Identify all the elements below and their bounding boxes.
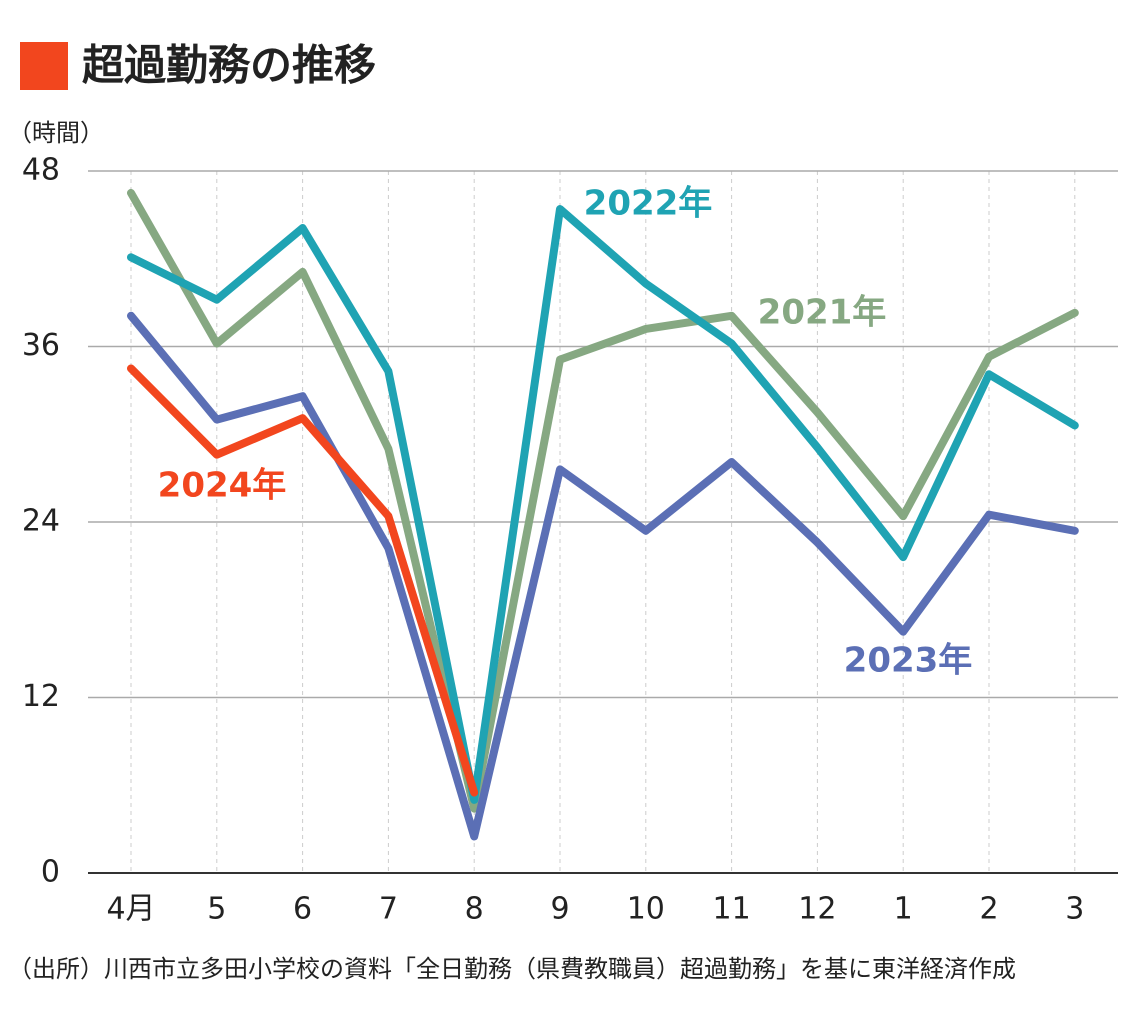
x-tick-label: 9 [550, 892, 569, 927]
series-line [127, 311, 1079, 841]
source-note: （出所）川西市立多田小学校の資料「全日勤務（県費教職員）超過勤務」を基に東洋経済… [8, 955, 1016, 983]
x-tick-label: 3 [1065, 892, 1084, 927]
x-tick-label: 6 [293, 892, 312, 927]
series-label: 2024年 [158, 466, 287, 506]
x-tick-label: 2 [979, 892, 998, 927]
y-tick-label: 12 [22, 679, 60, 714]
series-line [127, 205, 1079, 804]
x-tick-label: 5 [207, 892, 226, 927]
series-line [127, 188, 1079, 813]
x-tick-label: 10 [627, 892, 665, 927]
y-tick-label: 0 [41, 855, 60, 890]
series-label: 2022年 [584, 184, 713, 224]
x-tick-label: 11 [713, 892, 751, 927]
title-marker [20, 42, 68, 90]
series-label: 2023年 [844, 641, 973, 681]
x-tick-label: 4月 [106, 892, 155, 927]
x-tick-label: 12 [798, 892, 836, 927]
x-tick-label: 7 [379, 892, 398, 927]
series-label: 2021年 [758, 293, 887, 333]
y-tick-label: 48 [22, 153, 60, 188]
chart-title: 超過勤務の推移 [82, 41, 376, 90]
y-axis-label: （時間） [8, 119, 104, 147]
y-tick-label: 24 [22, 504, 60, 539]
x-tick-label: 8 [465, 892, 484, 927]
series-line [127, 364, 479, 797]
y-tick-label: 36 [22, 328, 60, 363]
x-tick-label: 1 [894, 892, 913, 927]
